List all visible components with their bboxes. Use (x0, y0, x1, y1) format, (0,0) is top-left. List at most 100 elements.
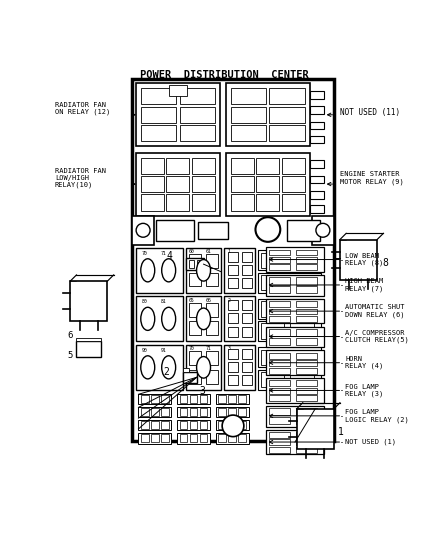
Bar (296, 440, 318, 446)
Bar (228, 301, 238, 310)
Bar (161, 421, 169, 429)
Bar (268, 257, 290, 263)
Bar (256, 195, 279, 211)
Text: RADIATOR FAN
LOW/HIGH
RELAY(10): RADIATOR FAN LOW/HIGH RELAY(10) (55, 168, 106, 188)
Circle shape (136, 223, 150, 237)
Bar (296, 329, 318, 336)
Text: NOT USED (11): NOT USED (11) (340, 108, 400, 117)
Bar (228, 327, 238, 336)
Bar (268, 440, 290, 446)
Bar (241, 278, 252, 288)
Bar (186, 345, 221, 390)
Bar (241, 349, 252, 359)
Bar (265, 378, 324, 403)
Text: 90: 90 (141, 348, 147, 353)
Bar (268, 395, 290, 401)
Bar (231, 176, 254, 192)
Bar (258, 321, 321, 341)
Bar (218, 408, 226, 416)
Bar (231, 107, 266, 123)
Bar (296, 395, 318, 401)
Bar (296, 381, 318, 386)
Text: 81: 81 (161, 300, 167, 304)
Bar (177, 407, 210, 417)
Bar (290, 253, 314, 268)
Bar (177, 433, 210, 443)
Bar (206, 273, 218, 287)
Text: NOT USED (1): NOT USED (1) (346, 439, 396, 445)
Text: AUTOMATIC SHUT
DOWN RELAY (6): AUTOMATIC SHUT DOWN RELAY (6) (346, 304, 405, 318)
Ellipse shape (197, 260, 211, 281)
Circle shape (255, 217, 280, 242)
Bar (228, 362, 238, 372)
Bar (258, 273, 321, 293)
Bar (258, 299, 321, 319)
Bar (141, 158, 164, 174)
Bar (231, 88, 266, 104)
Bar (268, 381, 290, 386)
Bar (183, 372, 197, 383)
Bar (186, 248, 221, 293)
Bar (228, 421, 236, 429)
Bar (290, 350, 314, 365)
Bar (290, 275, 314, 290)
Bar (192, 176, 215, 192)
Bar (228, 434, 236, 442)
Bar (296, 264, 318, 270)
Bar (216, 393, 248, 405)
Bar (268, 249, 290, 255)
Bar (226, 83, 310, 147)
Bar (241, 313, 252, 324)
Bar (265, 247, 324, 272)
Text: 70: 70 (141, 251, 147, 256)
Bar (136, 296, 183, 341)
Bar (161, 408, 169, 416)
Text: 5: 5 (67, 351, 73, 360)
Bar (180, 125, 215, 141)
Bar (296, 417, 318, 424)
Bar (241, 375, 252, 385)
Bar (238, 395, 246, 403)
Bar (282, 176, 305, 192)
Bar (310, 135, 324, 143)
Bar (224, 296, 255, 341)
Bar (190, 434, 198, 442)
Bar (268, 329, 290, 336)
Text: 8: 8 (382, 257, 389, 268)
Bar (151, 395, 159, 403)
Bar (268, 353, 290, 359)
Bar (228, 278, 238, 288)
Text: 70: 70 (189, 346, 194, 351)
Bar (189, 370, 201, 384)
Bar (138, 393, 171, 405)
Bar (141, 195, 164, 211)
Bar (310, 106, 324, 114)
Bar (297, 409, 334, 449)
Bar (206, 351, 218, 365)
Bar (180, 88, 215, 104)
Bar (189, 273, 201, 287)
Text: 65: 65 (189, 298, 194, 303)
Bar (141, 107, 177, 123)
Bar (224, 248, 255, 293)
Circle shape (222, 415, 244, 437)
Bar (161, 395, 169, 403)
Bar (261, 253, 284, 268)
Bar (290, 324, 314, 339)
Bar (141, 176, 164, 192)
Bar (268, 447, 290, 453)
Bar (200, 421, 208, 429)
Bar (141, 434, 148, 442)
Text: 6: 6 (67, 330, 73, 340)
Text: 71: 71 (206, 346, 212, 351)
Bar (228, 265, 238, 275)
Bar (228, 408, 236, 416)
Bar (198, 222, 228, 239)
Bar (180, 421, 187, 429)
Bar (216, 419, 248, 431)
Bar (258, 251, 321, 270)
Bar (258, 348, 321, 367)
Bar (141, 88, 177, 104)
Text: POWER  DISTRIBUTION  CENTER: POWER DISTRIBUTION CENTER (140, 70, 309, 80)
Bar (197, 260, 202, 268)
